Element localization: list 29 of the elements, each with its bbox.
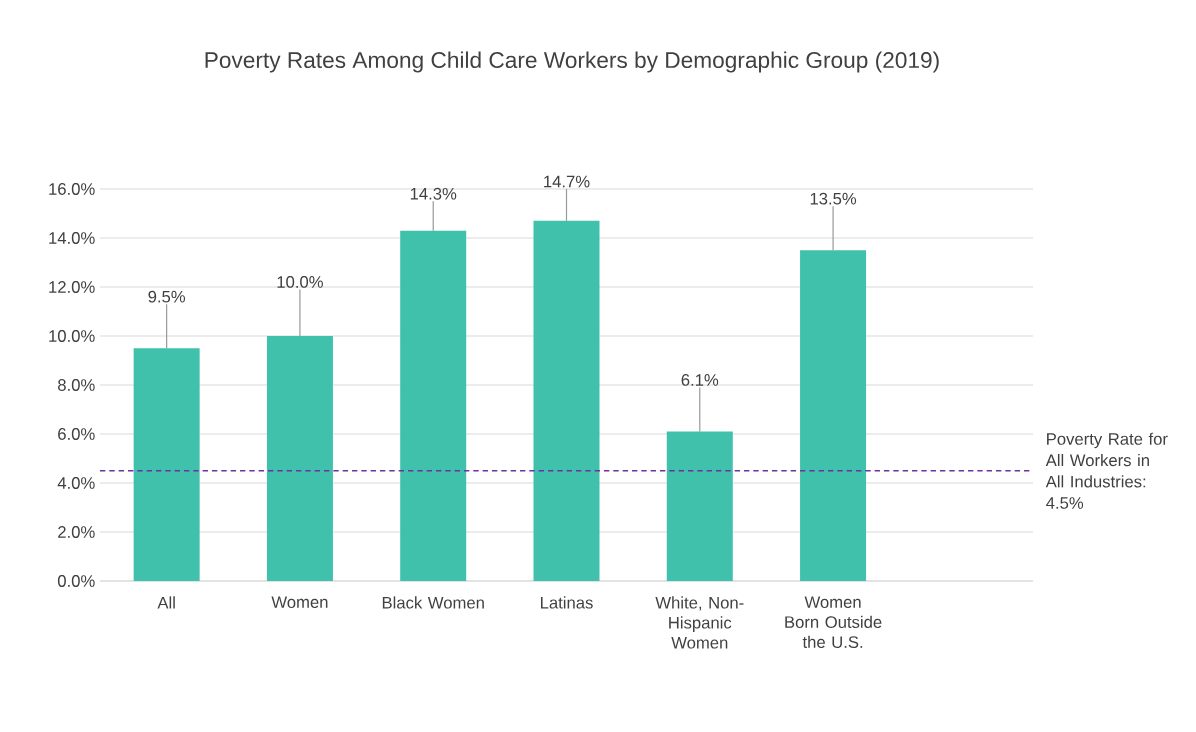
y-tick-label: 2.0% <box>58 526 95 538</box>
y-tick-label: 8.0% <box>58 379 95 391</box>
x-tick-label: All <box>157 596 175 609</box>
bar <box>800 250 867 581</box>
y-tick-label: 12.0% <box>49 281 95 293</box>
x-tick-label: Black Women <box>382 596 484 609</box>
y-tick-label: 0.0% <box>57 575 95 587</box>
bar <box>533 220 600 581</box>
y-tick-label: 10.0% <box>49 330 95 342</box>
data-label: 14.3% <box>410 187 457 200</box>
data-label: 9.5% <box>148 290 186 303</box>
data-label: 10.0% <box>277 276 323 288</box>
bar <box>666 431 733 581</box>
y-tick-label: 16.0% <box>49 183 95 195</box>
bar <box>400 230 467 581</box>
chart-title: Poverty Rates Among Child Care Workers by Demographic Group (2019) <box>205 51 939 73</box>
x-tick-label: Women <box>271 596 328 609</box>
data-label: 14.7% <box>544 175 590 188</box>
y-tick-label: 6.0% <box>58 428 95 440</box>
x-tick-label: White, Non-Hispanic Women <box>655 596 744 649</box>
data-label: 6.1% <box>681 374 719 386</box>
x-tick-label: Latinas <box>540 596 593 609</box>
bar <box>133 348 200 581</box>
y-tick-label: 4.0% <box>57 477 95 489</box>
bar <box>266 336 333 581</box>
x-tick-label: Women Born Outside the U.S. <box>785 596 882 649</box>
y-tick-label: 14.0% <box>49 232 95 244</box>
data-label: 13.5% <box>810 192 857 205</box>
ref-line-label: Poverty Rate for All Workers in All Industries: 4.5% <box>1045 432 1168 509</box>
